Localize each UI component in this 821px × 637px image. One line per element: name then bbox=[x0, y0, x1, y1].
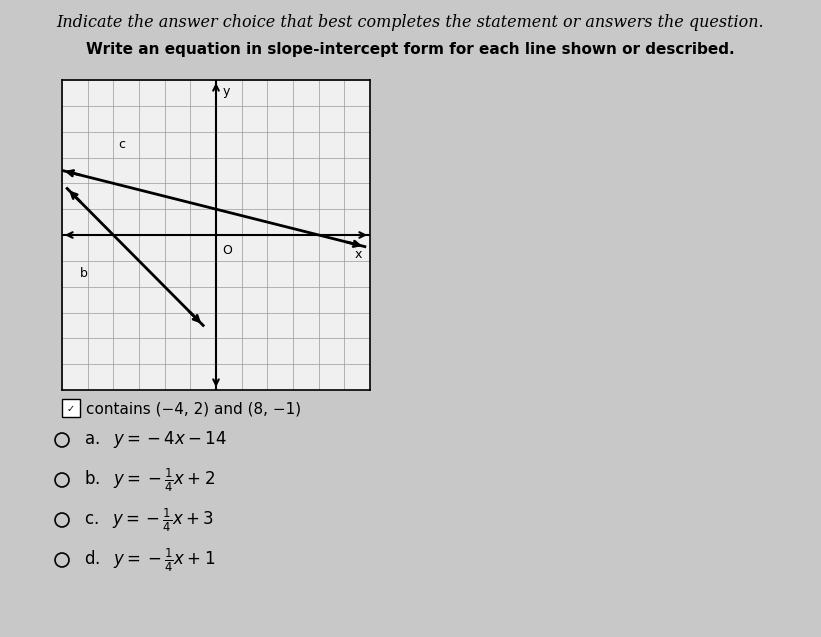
Text: $\mathregular{a.}$  $y=-4x-14$: $\mathregular{a.}$ $y=-4x-14$ bbox=[84, 429, 227, 450]
Text: $\mathregular{c.}$  $y=-\frac{1}{4}x+3$: $\mathregular{c.}$ $y=-\frac{1}{4}x+3$ bbox=[84, 506, 214, 534]
Text: Write an equation in slope-intercept form for each line shown or described.: Write an equation in slope-intercept for… bbox=[85, 42, 734, 57]
Text: ✓: ✓ bbox=[67, 404, 75, 414]
Text: O: O bbox=[222, 244, 232, 257]
Text: b: b bbox=[80, 268, 88, 280]
Text: contains (−4, 2) and (8, −1): contains (−4, 2) and (8, −1) bbox=[86, 401, 301, 417]
Text: c: c bbox=[118, 138, 126, 151]
Text: $\mathregular{b.}$  $y=-\frac{1}{4}x+2$: $\mathregular{b.}$ $y=-\frac{1}{4}x+2$ bbox=[84, 466, 215, 494]
Text: Indicate the answer choice that best completes the statement or answers the ques: Indicate the answer choice that best com… bbox=[56, 14, 764, 31]
Text: y: y bbox=[222, 85, 230, 98]
Text: x: x bbox=[355, 248, 362, 261]
Text: $\mathregular{d.}$  $y=-\frac{1}{4}x+1$: $\mathregular{d.}$ $y=-\frac{1}{4}x+1$ bbox=[84, 547, 215, 574]
FancyBboxPatch shape bbox=[62, 399, 80, 417]
